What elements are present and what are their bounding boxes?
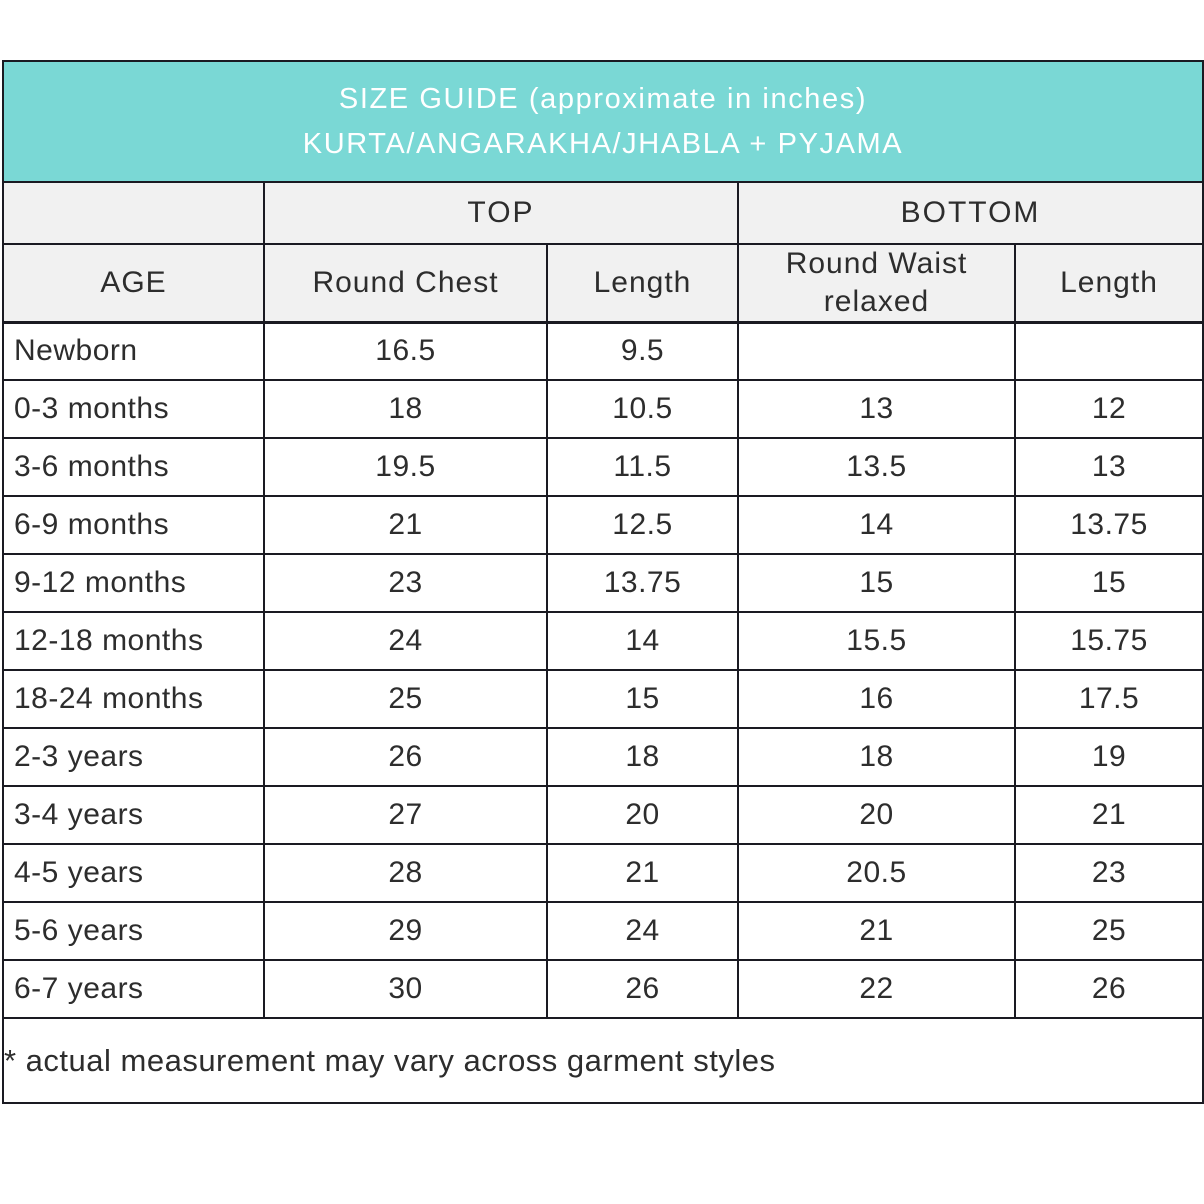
round-chest-cell: 16.5 xyxy=(263,321,548,381)
bottom-length-cell: 15 xyxy=(1013,553,1204,613)
age-cell: 18-24 months xyxy=(2,669,265,729)
round-chest-cell: 25 xyxy=(263,669,548,729)
round-waist-cell xyxy=(737,321,1016,381)
table-row: 12-18 months 24 14 15.5 15.75 xyxy=(2,611,1204,671)
col-header-top-length: Length xyxy=(546,243,739,324)
bottom-length-cell: 15.75 xyxy=(1013,611,1204,671)
bottom-length-cell: 25 xyxy=(1013,901,1204,961)
col-header-round-chest: Round Chest xyxy=(263,243,548,324)
round-waist-cell: 14 xyxy=(737,495,1016,555)
banner-row: SIZE GUIDE (approximate in inches) KURTA… xyxy=(1,60,1204,183)
top-length-cell: 15 xyxy=(546,669,739,729)
table-row: 3-6 months 19.5 11.5 13.5 13 xyxy=(2,437,1204,497)
col-header-bottom-length: Length xyxy=(1013,243,1204,324)
round-waist-cell: 20.5 xyxy=(737,843,1016,903)
age-cell: 2-3 years xyxy=(2,727,265,787)
age-cell: 9-12 months xyxy=(2,553,265,613)
table-row: 18-24 months 25 15 16 17.5 xyxy=(2,669,1204,729)
top-length-cell: 21 xyxy=(546,843,739,903)
top-length-cell: 10.5 xyxy=(546,379,739,439)
round-chest-cell: 29 xyxy=(263,901,548,961)
round-chest-cell: 18 xyxy=(263,379,548,439)
top-length-cell: 11.5 xyxy=(546,437,739,497)
group-header-top: TOP xyxy=(263,181,739,245)
round-chest-cell: 21 xyxy=(263,495,548,555)
bottom-length-cell: 19 xyxy=(1013,727,1204,787)
age-cell: 3-6 months xyxy=(2,437,265,497)
top-length-cell: 9.5 xyxy=(546,321,739,381)
bottom-length-cell: 13.75 xyxy=(1013,495,1204,555)
bottom-length-cell xyxy=(1013,321,1204,381)
top-length-cell: 13.75 xyxy=(546,553,739,613)
table-row: 6-7 years 30 26 22 26 xyxy=(2,959,1204,1019)
table-row: 4-5 years 28 21 20.5 23 xyxy=(2,843,1204,903)
top-length-cell: 18 xyxy=(546,727,739,787)
table-row: 3-4 years 27 20 20 21 xyxy=(2,785,1204,845)
round-chest-cell: 26 xyxy=(263,727,548,787)
round-waist-cell: 15 xyxy=(737,553,1016,613)
group-header-bottom: BOTTOM xyxy=(736,181,1204,245)
round-waist-cell: 18 xyxy=(737,727,1016,787)
bottom-length-cell: 13 xyxy=(1013,437,1204,497)
table-row: 5-6 years 29 24 21 25 xyxy=(2,901,1204,961)
corner-cell xyxy=(2,181,265,245)
table-row: 0-3 months 18 10.5 13 12 xyxy=(2,379,1204,439)
age-cell: 6-7 years xyxy=(2,959,265,1019)
age-cell: 4-5 years xyxy=(2,843,265,903)
round-chest-cell: 27 xyxy=(263,785,548,845)
round-waist-cell: 16 xyxy=(737,669,1016,729)
round-chest-cell: 23 xyxy=(263,553,548,613)
round-chest-cell: 30 xyxy=(263,959,548,1019)
banner: SIZE GUIDE (approximate in inches) KURTA… xyxy=(1,60,1204,183)
table-row: 2-3 years 26 18 18 19 xyxy=(2,727,1204,787)
round-waist-cell: 21 xyxy=(737,901,1016,961)
col-header-age: AGE xyxy=(2,243,265,324)
round-chest-cell: 28 xyxy=(263,843,548,903)
age-cell: 0-3 months xyxy=(2,379,265,439)
bottom-length-cell: 23 xyxy=(1013,843,1204,903)
table-row: Newborn 16.5 9.5 xyxy=(2,321,1204,381)
age-cell: Newborn xyxy=(2,321,265,381)
bottom-length-cell: 12 xyxy=(1013,379,1204,439)
round-waist-cell: 13.5 xyxy=(737,437,1016,497)
round-waist-cell: 15.5 xyxy=(737,611,1016,671)
table-body: Newborn 16.5 9.5 0-3 months 18 10.5 13 1… xyxy=(2,321,1204,1019)
round-chest-cell: 24 xyxy=(263,611,548,671)
round-chest-cell: 19.5 xyxy=(263,437,548,497)
top-length-cell: 20 xyxy=(546,785,739,845)
table-row: 6-9 months 21 12.5 14 13.75 xyxy=(2,495,1204,555)
top-length-cell: 12.5 xyxy=(546,495,739,555)
bottom-length-cell: 17.5 xyxy=(1013,669,1204,729)
bottom-length-cell: 21 xyxy=(1013,785,1204,845)
footnote: * actual measurement may vary across gar… xyxy=(1,1017,1204,1104)
round-waist-cell: 13 xyxy=(737,379,1016,439)
top-length-cell: 14 xyxy=(546,611,739,671)
banner-title-line2: KURTA/ANGARAKHA/JHABLA + PYJAMA xyxy=(302,127,904,160)
col-header-round-waist: Round Waist relaxed xyxy=(737,243,1016,324)
size-guide-table: SIZE GUIDE (approximate in inches) KURTA… xyxy=(1,60,1204,1104)
column-header-row: AGE Round Chest Length Round Waist relax… xyxy=(2,243,1204,324)
age-cell: 3-4 years xyxy=(2,785,265,845)
round-waist-cell: 20 xyxy=(737,785,1016,845)
footnote-row: * actual measurement may vary across gar… xyxy=(1,1017,1204,1104)
top-length-cell: 26 xyxy=(546,959,739,1019)
table-row: 9-12 months 23 13.75 15 15 xyxy=(2,553,1204,613)
top-length-cell: 24 xyxy=(546,901,739,961)
banner-title-line1: SIZE GUIDE (approximate in inches) xyxy=(338,82,868,115)
age-cell: 12-18 months xyxy=(2,611,265,671)
group-header-row: TOP BOTTOM xyxy=(2,181,1204,245)
age-cell: 5-6 years xyxy=(2,901,265,961)
bottom-length-cell: 26 xyxy=(1013,959,1204,1019)
age-cell: 6-9 months xyxy=(2,495,265,555)
round-waist-cell: 22 xyxy=(737,959,1016,1019)
